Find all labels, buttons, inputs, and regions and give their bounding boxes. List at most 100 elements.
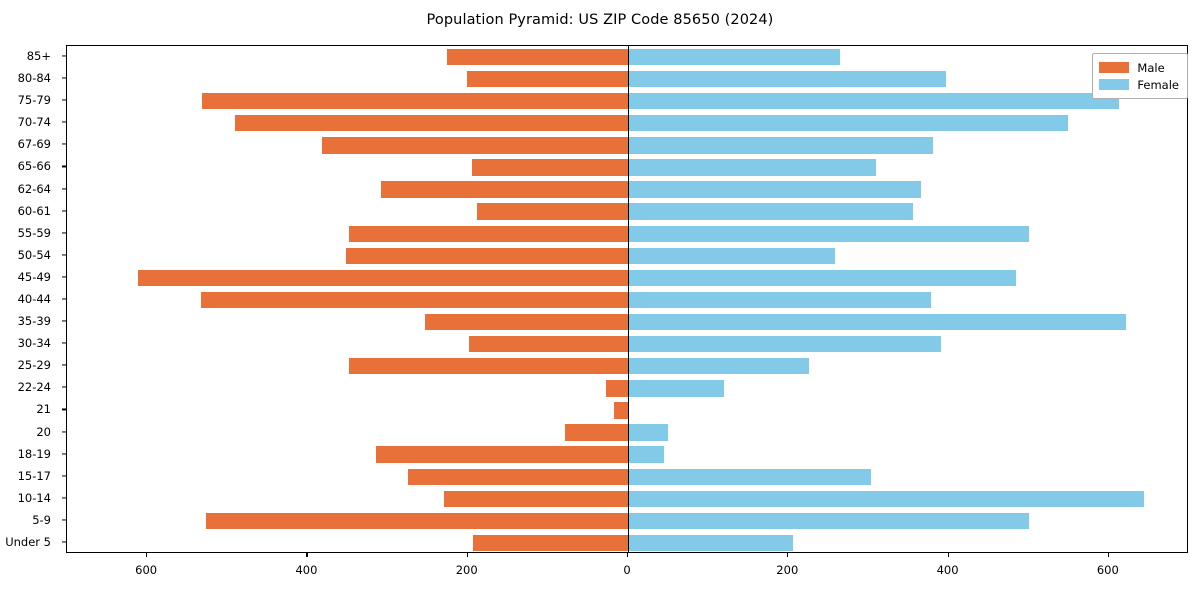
x-axis-label: 200 — [455, 563, 478, 577]
y-axis-label: 50-54 — [17, 247, 51, 262]
bar-row — [67, 137, 1187, 154]
bar-female-15-17 — [628, 468, 871, 485]
bar-row — [67, 512, 1187, 530]
x-axis-tick — [466, 553, 468, 557]
legend-entry-female[interactable]: Female — [1099, 76, 1179, 93]
y-axis-label: 62-64 — [17, 181, 51, 196]
y-axis-label: 75-79 — [17, 93, 51, 108]
y-axis-tick — [62, 121, 66, 123]
y-axis-tick — [62, 298, 66, 300]
x-axis-label: 200 — [776, 563, 799, 577]
bar-female-under-5 — [628, 534, 794, 552]
y-axis-tick — [62, 364, 66, 366]
x-axis-label: 600 — [135, 563, 158, 577]
chart-title: Population Pyramid: US ZIP Code 85650 (2… — [426, 12, 774, 28]
bar-male-40-44 — [200, 291, 628, 309]
y-axis-labels: 85+ 80-84 75-79 70-74 67-69 65-66 62-64 60-61 55… — [0, 45, 60, 553]
bar-female-30-34 — [628, 336, 942, 353]
y-axis-tick — [62, 408, 66, 410]
y-axis-label: 21 — [36, 402, 51, 417]
y-axis-tick — [62, 541, 66, 543]
bar-row — [67, 269, 1187, 287]
bar-male-55-59 — [349, 225, 628, 242]
bar-row — [67, 380, 1187, 397]
bar-male-35-39 — [425, 313, 628, 331]
bar-female-22-24 — [628, 380, 725, 397]
y-axis-tick-layer — [0, 45, 66, 553]
y-axis-label: 30-34 — [17, 336, 51, 351]
legend-label-female: Female — [1137, 77, 1179, 92]
x-axis-label: 400 — [295, 563, 318, 577]
bar-male-15-17 — [407, 468, 628, 485]
y-axis-tick — [62, 386, 66, 388]
bar-female-67-69 — [628, 137, 934, 154]
x-axis-label: 400 — [936, 563, 959, 577]
bar-row — [67, 93, 1187, 110]
bar-male-45-49 — [137, 269, 628, 287]
y-axis-tick — [62, 342, 66, 344]
bar-female-35-39 — [628, 313, 1127, 331]
bar-row — [67, 247, 1187, 264]
bar-row — [67, 159, 1187, 176]
y-axis-tick — [62, 320, 66, 322]
bar-male-22-24 — [605, 380, 628, 397]
bar-female-65-66 — [628, 159, 876, 176]
bar-row — [67, 48, 1187, 66]
bar-male-50-54 — [345, 247, 628, 264]
bar-male-under-5 — [473, 534, 628, 552]
bar-row — [67, 534, 1187, 552]
y-axis-tick — [62, 99, 66, 101]
bar-row — [67, 336, 1187, 353]
y-axis-label: 70-74 — [17, 115, 51, 130]
bar-female-5-9 — [628, 512, 1029, 530]
bar-row — [67, 468, 1187, 485]
y-axis-tick — [62, 232, 66, 234]
bar-row — [67, 115, 1187, 132]
x-axis-tick — [306, 553, 308, 557]
y-axis-tick — [62, 430, 66, 433]
legend-entry-male[interactable]: Male — [1099, 59, 1179, 76]
bar-female-85+ — [628, 48, 841, 66]
bar-female-45-49 — [628, 269, 1016, 287]
bar-female-40-44 — [628, 291, 931, 309]
bar-male-18-19 — [375, 446, 628, 463]
y-axis-label: 25-29 — [17, 358, 51, 373]
y-axis-label: Under 5 — [5, 534, 51, 549]
bar-row — [67, 358, 1187, 375]
bar-male-25-29 — [349, 358, 628, 375]
x-axis-tick — [1107, 553, 1109, 557]
y-axis-label: 35-39 — [17, 314, 51, 329]
plot-area — [66, 45, 1188, 553]
bar-male-20 — [565, 424, 628, 441]
y-axis-tick — [62, 254, 66, 256]
x-axis-label: 600 — [1096, 563, 1119, 577]
bar-female-70-74 — [628, 115, 1068, 132]
bar-male-21 — [613, 402, 628, 419]
y-axis-label: 85+ — [26, 49, 51, 64]
y-axis-label: 20 — [36, 424, 51, 439]
y-axis-label: 80-84 — [17, 71, 51, 86]
y-axis-tick — [62, 210, 66, 212]
bar-male-5-9 — [206, 512, 628, 530]
y-axis-label: 5-9 — [32, 512, 51, 527]
bar-row — [67, 291, 1187, 309]
x-axis-label: 0 — [623, 563, 631, 577]
bar-female-55-59 — [628, 225, 1029, 242]
zero-axis-line — [628, 46, 630, 552]
y-axis-label: 67-69 — [17, 137, 51, 152]
bar-row — [67, 70, 1187, 88]
y-axis-label: 22-24 — [17, 380, 51, 395]
x-axis-tick — [787, 553, 789, 557]
bar-female-20 — [628, 424, 669, 441]
bar-female-62-64 — [628, 181, 921, 198]
x-axis-tick — [947, 553, 949, 557]
y-axis-tick — [62, 188, 66, 190]
y-axis-label: 45-49 — [17, 269, 51, 284]
y-axis-label: 55-59 — [17, 225, 51, 240]
y-axis-tick — [62, 143, 66, 145]
bars-layer — [67, 46, 1187, 552]
bar-female-80-84 — [628, 70, 947, 88]
bar-row — [67, 313, 1187, 331]
y-axis-label: 10-14 — [17, 490, 51, 505]
